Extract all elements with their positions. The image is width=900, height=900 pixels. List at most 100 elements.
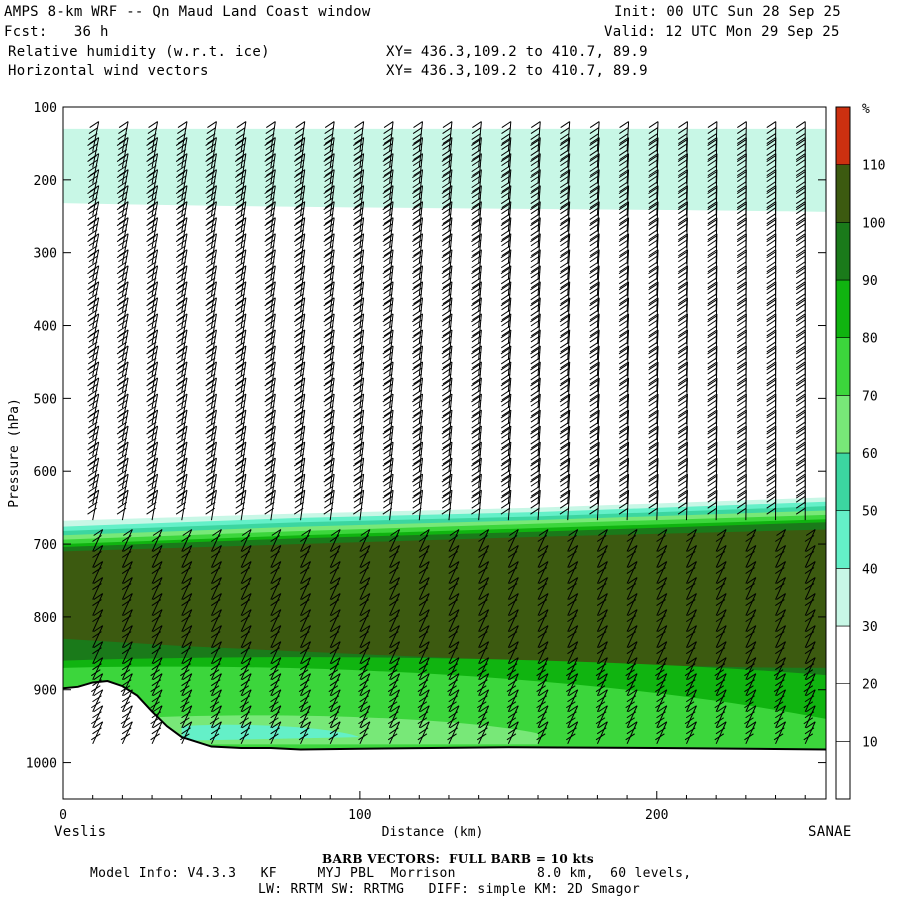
wind-barb-c2-p208-flag-0 xyxy=(148,185,158,193)
wind-barb-c3-p538-flag-3 xyxy=(175,443,186,451)
wind-barb-c20-p274-flag-2 xyxy=(677,245,688,253)
wind-barb-c17-p604-staff xyxy=(596,474,600,505)
wind-barb-c19-p812-flag-0 xyxy=(657,625,668,633)
wind-barb-c11-p560-flag-0 xyxy=(413,441,423,449)
wind-barb-c16-p812-flag-1 xyxy=(567,631,577,639)
wind-barb-c4-p900-flag-1 xyxy=(210,695,221,703)
wind-barb-c22-p208-flag-3 xyxy=(736,203,747,211)
wind-barb-c16-p944-flag-1 xyxy=(567,727,577,735)
wind-barb-c19-p560-flag-3 xyxy=(648,459,658,467)
wind-barb-c5-p318-flag-3 xyxy=(234,283,245,291)
wind-barb-c6-p768-flag-0 xyxy=(271,593,282,601)
wind-barb-c6-p142 xyxy=(264,137,276,168)
wind-barb-c14-p626-flag-2 xyxy=(500,501,511,509)
wind-barb-c15-p516-flag-1 xyxy=(530,415,541,423)
wind-barb-c2-p516-staff xyxy=(151,409,159,441)
wind-barb-c24-p252-flag-0 xyxy=(795,217,806,225)
wind-barb-c23-p746-flag-1 xyxy=(775,583,785,590)
wind-barb-c14-p340-flag-0 xyxy=(501,281,512,289)
wind-barb-c22-p120-flag-3 xyxy=(736,139,747,146)
wind-barb-c18-p274 xyxy=(618,233,630,264)
wind-barb-c17-p120-flag-0 xyxy=(589,121,600,128)
wind-barb-c19-p362-flag-3 xyxy=(648,315,658,323)
wind-barb-c18-p538-flag-1 xyxy=(619,431,629,439)
wind-barb-c15-p428-flag-1 xyxy=(530,351,541,359)
wind-barb-c2-p680 xyxy=(151,529,163,552)
wind-barb-c4-p724-staff xyxy=(210,561,222,584)
wind-barb-c5-p186-staff xyxy=(240,169,247,200)
wind-barb-c5-p834-flag-0 xyxy=(241,641,252,649)
wind-barb-c18-p560-flag-3 xyxy=(618,459,629,467)
wind-barb-c2-p472-flag-3 xyxy=(146,395,156,403)
wind-barb-c14-p428-flag-0 xyxy=(501,345,512,353)
wind-barb-c18-p362-flag-2 xyxy=(618,309,629,317)
wind-barb-c3-p680 xyxy=(181,529,193,552)
wind-barb-c9-p406-flag-1 xyxy=(353,335,364,343)
wind-barb-c24-p296-flag-0 xyxy=(795,249,806,257)
wind-barb-c17-p834-flag-0 xyxy=(598,641,608,649)
wind-barb-c11-p516-flag-1 xyxy=(412,415,423,423)
wind-barb-c0-p384-flag-2 xyxy=(87,325,98,333)
wind-barb-c4-p120-flag-3 xyxy=(205,139,215,146)
wind-barb-c6-p472-flag-3 xyxy=(264,395,274,403)
wind-barb-c17-p582-staff xyxy=(596,458,600,489)
wind-barb-c14-p164-flag-0 xyxy=(501,153,512,161)
wind-barb-c15-p494-flag-2 xyxy=(530,405,541,413)
wind-barb-c16-p142-flag-1 xyxy=(560,143,570,151)
wind-barb-c10-p296-flag-2 xyxy=(382,261,393,269)
wind-barb-c4-p450-flag-3 xyxy=(205,379,215,387)
wind-barb-c7-p318-staff xyxy=(300,265,306,296)
wind-barb-c15-p406-staff xyxy=(537,329,541,360)
wind-barb-c21-p340-flag-2 xyxy=(707,293,717,301)
wind-barb-c7-p406-flag-1 xyxy=(294,335,305,343)
wind-barb-c10-p768 xyxy=(389,593,401,616)
wind-barb-c15-p494-flag-1 xyxy=(530,399,541,407)
wind-barb-c15-p450-flag-3 xyxy=(530,379,540,387)
wind-barb-c12-p362-flag-0 xyxy=(442,297,453,305)
wind-barb-c2-p724-flag-0 xyxy=(152,561,163,568)
wind-barb-c10-p834-flag-1 xyxy=(389,647,399,655)
wind-barb-c8-p186-flag-1 xyxy=(324,175,334,183)
wind-barb-c14-p362-flag-3 xyxy=(500,315,511,323)
wind-barb-c16-p406 xyxy=(559,329,571,360)
wind-barb-c12-p274-flag-3 xyxy=(441,251,452,259)
wind-barb-c17-p494-flag-0 xyxy=(589,393,600,401)
wind-barb-c11-p856-flag-2 xyxy=(417,669,428,677)
wind-barb-c10-p340-flag-0 xyxy=(383,281,394,289)
wind-barb-c20-p186 xyxy=(677,169,688,200)
wind-barb-c19-p944-flag-2 xyxy=(655,733,665,741)
wind-barb-c19-p812 xyxy=(656,625,668,648)
wind-barb-c2-p472-flag-1 xyxy=(147,383,158,391)
wind-barb-c18-p768 xyxy=(626,593,638,616)
wind-barb-c1-p626-flag-0 xyxy=(118,489,129,497)
wind-barb-c18-p274-flag-1 xyxy=(619,239,629,247)
wind-barb-c19-p746-flag-1 xyxy=(656,583,666,590)
wind-barb-c17-p768-staff xyxy=(596,593,608,616)
wind-barb-c5-p340-staff xyxy=(240,281,247,312)
wind-barb-c11-p516-flag-3 xyxy=(412,427,422,435)
terrain-line xyxy=(63,679,826,751)
wind-barb-c19-p186 xyxy=(648,169,659,200)
wind-barb-c14-p790 xyxy=(507,609,519,632)
wind-barb-c18-p900-flag-1 xyxy=(626,695,637,703)
wind-barb-c14-p746 xyxy=(507,577,519,600)
wind-barb-c23-p922-flag-0 xyxy=(776,705,786,713)
wind-barb-c15-p120 xyxy=(530,121,541,152)
wind-barb-c3-p560-flag-3 xyxy=(175,459,186,467)
wind-barb-c22-p680 xyxy=(745,529,757,552)
wind-barb-c1-p856-flag-0 xyxy=(123,657,133,665)
wind-barb-c17-p164-staff xyxy=(596,153,600,184)
wind-barb-c6-p494-flag-2 xyxy=(264,405,275,413)
wind-barb-c0-p450-flag-0 xyxy=(89,361,99,369)
wind-barb-c4-p230-flag-2 xyxy=(205,213,216,221)
wind-barb-c5-p626 xyxy=(234,489,247,521)
wind-barb-c16-p362-flag-2 xyxy=(559,309,570,317)
wind-barb-c13-p296-flag-2 xyxy=(471,261,482,269)
wind-barb-c0-p428-flag-0 xyxy=(89,345,99,353)
wind-barb-c16-p626 xyxy=(559,489,571,521)
wind-barb-c7-p604-flag-3 xyxy=(293,491,304,499)
wind-barb-c20-p186-flag-0 xyxy=(678,169,688,177)
wind-barb-c0-p494-flag-0 xyxy=(89,393,99,401)
wind-barb-c4-p582-flag-1 xyxy=(206,463,217,471)
wind-barb-c18-p724-flag-1 xyxy=(626,567,637,574)
